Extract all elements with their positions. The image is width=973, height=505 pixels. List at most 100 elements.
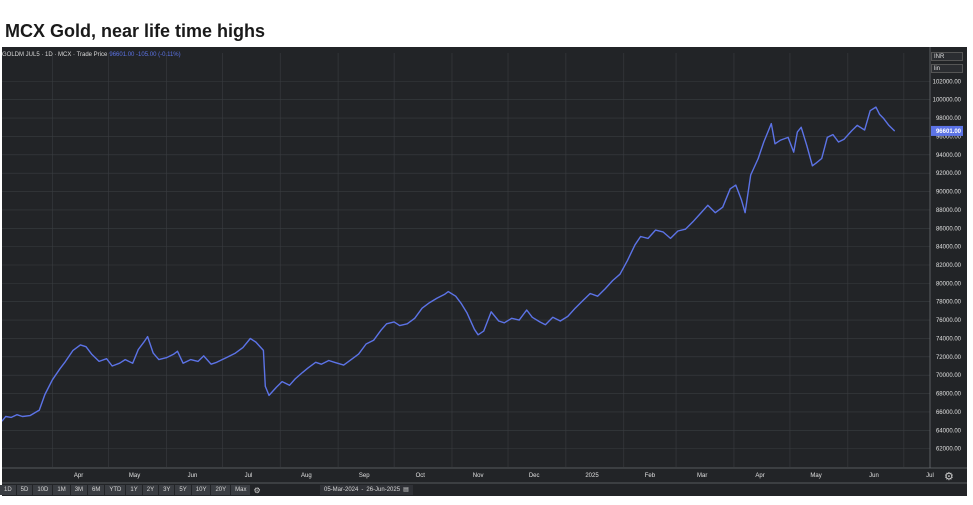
timeframe-button-5d[interactable]: 5D (16, 485, 33, 495)
data-point (197, 360, 199, 362)
axis-layer: 62000.00 64000.00 66000.00 68000.00 70000.00… (2, 47, 967, 484)
y-tick-label: 74000.00 (936, 336, 962, 342)
data-point (526, 309, 528, 311)
data-point (498, 320, 500, 322)
timeframe-button-10d[interactable]: 10D (33, 485, 53, 495)
data-point (699, 213, 701, 215)
chart-title: MCX Gold, near life time highs (5, 21, 266, 41)
y-tick-label: 84000.00 (936, 245, 962, 251)
data-point (72, 349, 74, 351)
data-point (612, 280, 614, 282)
data-point (315, 361, 317, 363)
y-tick-label: 78000.00 (936, 300, 962, 306)
timeframe-button-1d[interactable]: 1D (0, 485, 16, 495)
y-tick-label: 90000.00 (936, 190, 962, 196)
series-line[interactable] (2, 106, 895, 422)
data-point (152, 352, 154, 354)
data-point (647, 237, 649, 239)
timeframe-button-3m[interactable]: 3M (70, 485, 88, 495)
last-price-marker (931, 125, 963, 136)
timeframe-button-10y[interactable]: 10Y (191, 485, 211, 495)
scale-mode-selector[interactable]: lin (931, 64, 963, 73)
data-point (137, 348, 139, 350)
data-point (832, 134, 834, 136)
y-tick-label: 82000.00 (936, 263, 962, 269)
data-point (343, 364, 345, 366)
price-chart[interactable]: 62000.00 64000.00 66000.00 68000.00 70000.00… (2, 47, 967, 496)
data-point (165, 357, 167, 359)
data-point (190, 359, 192, 361)
data-point (242, 347, 244, 349)
data-point (864, 129, 866, 131)
data-point (91, 353, 93, 355)
x-tick-label: Jul (245, 473, 253, 479)
data-point (262, 349, 264, 351)
data-point (574, 307, 576, 309)
data-point (44, 393, 46, 395)
data-point (158, 359, 160, 361)
data-point (106, 358, 108, 360)
data-point (249, 337, 251, 339)
data-point (143, 341, 145, 343)
data-point (888, 124, 890, 126)
data-point (203, 355, 205, 357)
data-point (531, 316, 533, 318)
timeframe-button-max[interactable]: Max (231, 485, 251, 495)
data-point (869, 110, 871, 112)
timeframe-button-1m[interactable]: 1M (53, 485, 70, 495)
chart-panel[interactable]: 62000.00 64000.00 66000.00 68000.00 70000.00… (2, 47, 967, 496)
data-point (473, 328, 475, 330)
data-point (518, 319, 520, 321)
x-tick-label: May (810, 473, 821, 479)
timeframe-button-1y[interactable]: 1Y (126, 485, 142, 495)
data-point (393, 321, 395, 323)
currency-selector[interactable]: INR (931, 52, 963, 61)
data-point (821, 157, 823, 159)
data-point (275, 386, 277, 388)
data-point (780, 139, 782, 141)
calendar-icon[interactable]: ▤ (403, 487, 409, 493)
toolbar-gear-icon[interactable]: ⚙ (253, 485, 261, 495)
data-point (455, 295, 457, 297)
data-point (740, 199, 742, 201)
timeframe-button-5y[interactable]: 5Y (175, 485, 191, 495)
timeframe-button-20y[interactable]: 20Y (211, 485, 231, 495)
gear-icon[interactable]: ⚙ (944, 470, 954, 483)
data-point (483, 330, 485, 332)
data-point (216, 361, 218, 363)
data-point (406, 323, 408, 325)
data-point (619, 273, 621, 275)
data-point (307, 367, 309, 369)
data-point (684, 228, 686, 230)
timeframe-button-ytd[interactable]: YTD (105, 485, 126, 495)
date-range-picker[interactable]: 05-Mar-2024 - 26-Jun-2025 ▤ (320, 485, 413, 495)
x-tick-label: Apr (74, 473, 83, 479)
y-tick-label: 88000.00 (936, 208, 962, 214)
data-point (350, 359, 352, 361)
timeframe-button-3y[interactable]: 3Y (159, 485, 175, 495)
data-point (757, 157, 759, 159)
y-tick-label: 70000.00 (936, 373, 962, 379)
data-point (503, 322, 505, 324)
timeframe-button-6m[interactable]: 6M (88, 485, 105, 495)
y-tick-label: 96000.00 (936, 134, 962, 140)
x-tick-label: Apr (755, 473, 764, 479)
data-point (2, 420, 3, 422)
timeframe-button-2y[interactable]: 2Y (142, 485, 159, 495)
data-point (800, 126, 802, 128)
data-point (182, 362, 184, 364)
data-point (744, 212, 746, 214)
x-tick-label: 2025 (585, 473, 599, 479)
x-tick-label: Feb (645, 473, 656, 479)
data-point (490, 311, 492, 313)
data-point (421, 307, 423, 309)
data-point (735, 184, 737, 186)
x-tick-label: Dec (529, 473, 540, 479)
y-tick-label: 66000.00 (936, 410, 962, 416)
data-point (320, 363, 322, 365)
data-point (98, 360, 100, 362)
y-tick-label: 100000.00 (933, 98, 962, 104)
data-point (64, 360, 66, 362)
data-point (255, 341, 257, 343)
data-point (539, 321, 541, 323)
